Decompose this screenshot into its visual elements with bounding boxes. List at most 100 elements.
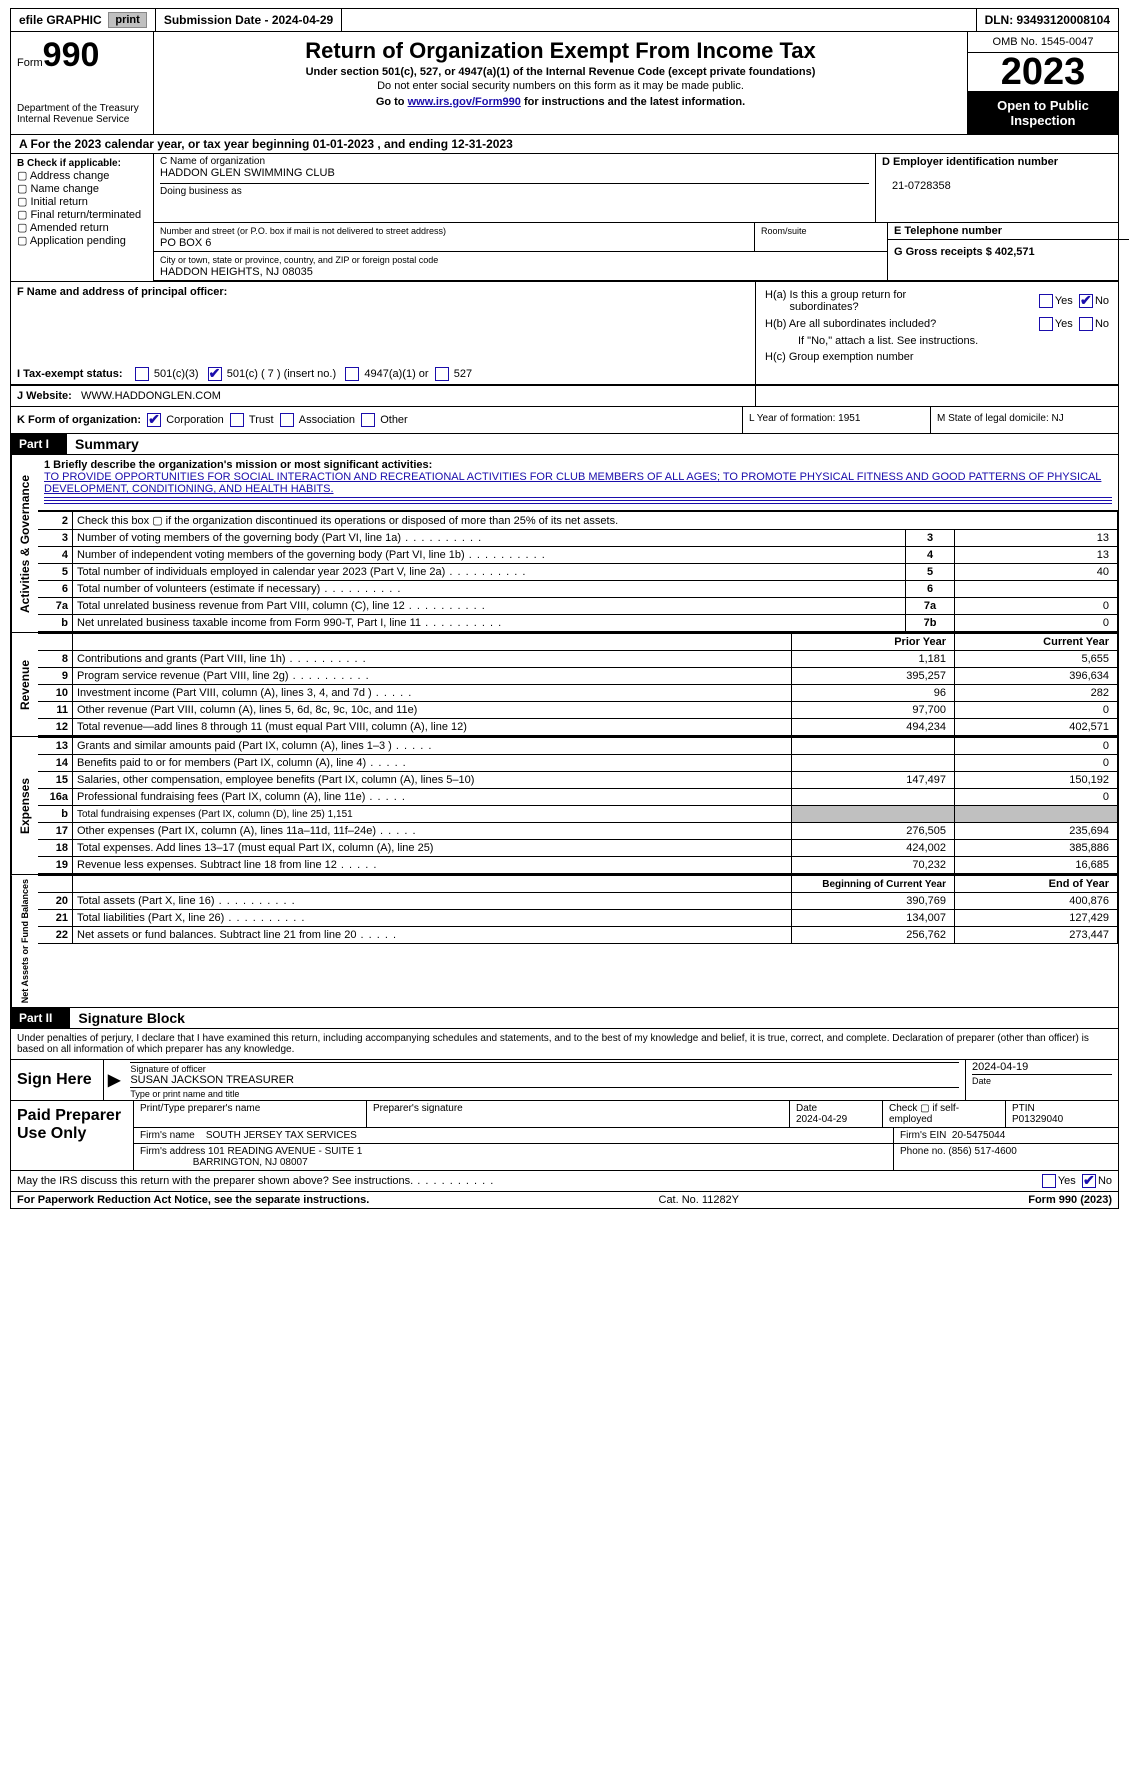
rev-table: Prior YearCurrent Year 8Contributions an… <box>38 633 1118 736</box>
footer-cat: Cat. No. 11282Y <box>375 1192 1022 1208</box>
paid-preparer-label: Paid Preparer Use Only <box>11 1101 134 1170</box>
section-revenue: Revenue Prior YearCurrent Year 8Contribu… <box>10 633 1119 737</box>
website-value: WWW.HADDONGLEN.COM <box>81 390 221 402</box>
mission-text[interactable]: TO PROVIDE OPPORTUNITIES FOR SOCIAL INTE… <box>44 471 1101 495</box>
efile-topbar: efile GRAPHIC print Submission Date - 20… <box>10 8 1119 32</box>
dept-treasury: Department of the Treasury <box>17 103 147 114</box>
chk-assoc[interactable] <box>280 413 294 427</box>
ha-no-checkbox[interactable] <box>1079 294 1093 308</box>
sign-here-label: Sign Here <box>11 1060 104 1100</box>
hb-answer: Yes No <box>1009 316 1110 332</box>
ha-yes-checkbox[interactable] <box>1039 294 1053 308</box>
part2-label: Part II <box>11 1008 70 1028</box>
hb-note: If "No," attach a list. See instructions… <box>764 334 1110 348</box>
instructions-link-row: Go to www.irs.gov/Form990 for instructio… <box>164 96 957 108</box>
form-header: Form990 Department of the Treasury Inter… <box>10 32 1119 135</box>
chk-final-return[interactable]: ▢ Final return/terminated <box>17 209 141 221</box>
hb-no-checkbox[interactable] <box>1079 317 1093 331</box>
part2-title: Signature Block <box>70 1008 193 1028</box>
box-b-label: B Check if applicable: <box>17 158 121 169</box>
discuss-no-checkbox[interactable] <box>1082 1174 1096 1188</box>
chk-corp[interactable] <box>147 413 161 427</box>
form-number: Form990 <box>17 36 147 75</box>
instructions-link[interactable]: www.irs.gov/Form990 <box>408 96 521 108</box>
firm-addr1: 101 READING AVENUE - SUITE 1 <box>208 1146 362 1157</box>
ha-answer: Yes No <box>1009 288 1110 314</box>
box-g: G Gross receipts $ 402,571 <box>888 240 1118 264</box>
chk-name-change[interactable]: ▢ Name change <box>17 183 99 195</box>
box-d-label: D Employer identification number <box>882 156 1058 168</box>
box-d: D Employer identification number 21-0728… <box>876 154 1118 222</box>
section-expenses: Expenses 13Grants and similar amounts pa… <box>10 737 1119 875</box>
row-i-label: I Tax-exempt status: <box>17 368 123 380</box>
footer-right: Form 990 (2023) <box>1022 1192 1118 1208</box>
firm-name: SOUTH JERSEY TAX SERVICES <box>206 1130 357 1141</box>
header-mid: Return of Organization Exempt From Incom… <box>154 32 967 134</box>
street-value: PO BOX 6 <box>160 237 211 249</box>
chk-other[interactable] <box>361 413 375 427</box>
discuss-row: May the IRS discuss this return with the… <box>10 1171 1119 1192</box>
ha-label: H(a) Is this a group return for subordin… <box>764 288 1007 314</box>
header-left: Form990 Department of the Treasury Inter… <box>11 32 154 134</box>
section-governance: Activities & Governance 1 Briefly descri… <box>10 455 1119 633</box>
gross-receipts: 402,571 <box>995 246 1035 258</box>
prep-date: 2024-04-29 <box>796 1114 847 1125</box>
officer-name: SUSAN JACKSON TREASURER <box>130 1074 294 1086</box>
chk-initial-return[interactable]: ▢ Initial return <box>17 196 88 208</box>
exp-table: 13Grants and similar amounts paid (Part … <box>38 737 1118 874</box>
box-e: E Telephone number <box>888 223 1129 240</box>
box-h: H(a) Is this a group return for subordin… <box>756 282 1118 384</box>
sign-here-block: Sign Here ▶ Signature of officer SUSAN J… <box>10 1060 1119 1101</box>
cell-m: M State of legal domicile: NJ <box>931 407 1118 433</box>
paid-preparer-block: Paid Preparer Use Only Print/Type prepar… <box>10 1101 1119 1171</box>
form-subtitle: Under section 501(c), 527, or 4947(a)(1)… <box>164 66 957 78</box>
hc-label: H(c) Group exemption number <box>764 350 1110 364</box>
firm-ein: 20-5475044 <box>952 1130 1005 1141</box>
topbar-spacer <box>342 9 975 31</box>
side-net-assets: Net Assets or Fund Balances <box>11 875 38 1007</box>
box-c-name-label: C Name of organization <box>160 156 265 167</box>
net-table: Beginning of Current YearEnd of Year 20T… <box>38 875 1118 944</box>
omb-number: OMB No. 1545-0047 <box>968 32 1118 53</box>
chk-application-pending[interactable]: ▢ Application pending <box>17 235 126 247</box>
row-k-l-m: K Form of organization: Corporation Trus… <box>10 407 1119 434</box>
sign-date: 2024-04-19 <box>972 1061 1028 1073</box>
section-net-assets: Net Assets or Fund Balances Beginning of… <box>10 875 1119 1008</box>
signature-intro: Under penalties of perjury, I declare th… <box>10 1029 1119 1060</box>
box-address: Number and street (or P.O. box if mail i… <box>154 223 888 280</box>
city-value: HADDON HEIGHTS, NJ 08035 <box>160 266 313 278</box>
box-c-dba: Doing business as <box>160 183 869 197</box>
chk-501c[interactable] <box>208 367 222 381</box>
chk-trust[interactable] <box>230 413 244 427</box>
row-j-website: J Website: WWW.HADDONGLEN.COM <box>10 386 1119 407</box>
hb-yes-checkbox[interactable] <box>1039 317 1053 331</box>
ptin-value: P01329040 <box>1012 1114 1063 1125</box>
submission-date: Submission Date - 2024-04-29 <box>156 9 342 31</box>
q1-mission: 1 Briefly describe the organization's mi… <box>38 455 1118 511</box>
footer-left: For Paperwork Reduction Act Notice, see … <box>11 1192 375 1208</box>
box-city: City or town, state or province, country… <box>154 252 887 280</box>
side-revenue: Revenue <box>11 633 38 736</box>
box-b: B Check if applicable: ▢ Address change … <box>11 154 154 281</box>
form-990-page: efile GRAPHIC print Submission Date - 20… <box>0 0 1129 1217</box>
side-governance: Activities & Governance <box>11 455 38 632</box>
chk-501c3[interactable] <box>135 367 149 381</box>
chk-amended-return[interactable]: ▢ Amended return <box>17 222 109 234</box>
part1-header: Part I Summary <box>10 434 1119 455</box>
box-street: Number and street (or P.O. box if mail i… <box>154 223 755 251</box>
chk-address-change[interactable]: ▢ Address change <box>17 170 109 182</box>
irs-label: Internal Revenue Service <box>17 114 147 125</box>
line-a-period: A For the 2023 calendar year, or tax yea… <box>10 135 1119 154</box>
open-public-inspection: Open to Public Inspection <box>968 92 1118 134</box>
self-employed-check[interactable]: Check ▢ if self-employed <box>883 1101 1006 1127</box>
footer-row: For Paperwork Reduction Act Notice, see … <box>10 1192 1119 1209</box>
form-title: Return of Organization Exempt From Incom… <box>164 38 957 64</box>
chk-4947[interactable] <box>345 367 359 381</box>
print-button[interactable]: print <box>108 12 146 28</box>
cell-l: L Year of formation: 1951 <box>743 407 931 433</box>
discuss-yes-checkbox[interactable] <box>1042 1174 1056 1188</box>
chk-527[interactable] <box>435 367 449 381</box>
arrow-icon: ▶ <box>104 1070 124 1090</box>
dln-label: DLN: 93493120008104 <box>976 9 1118 31</box>
part1-label: Part I <box>11 434 67 454</box>
